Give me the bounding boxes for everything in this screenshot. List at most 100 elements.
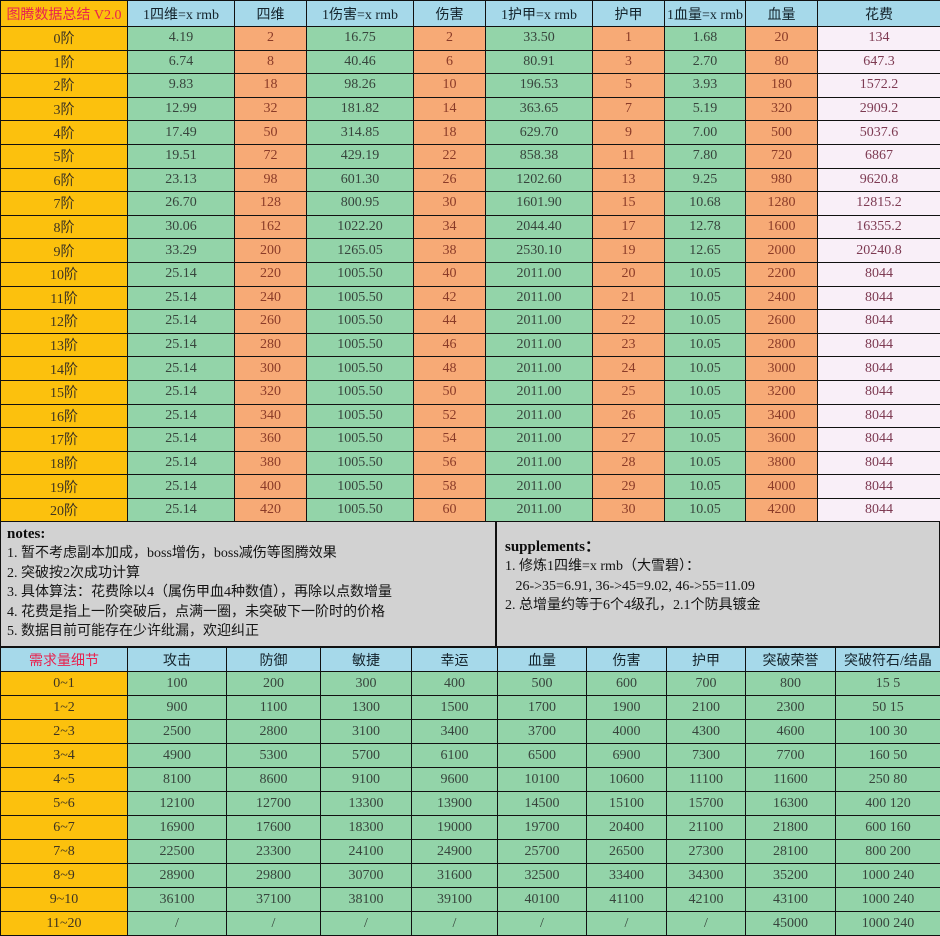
demand-cell: 28100: [745, 839, 836, 864]
totem-cell: 2400: [745, 285, 818, 311]
demand-cell: 9100: [320, 767, 412, 792]
totem-cell: 23: [592, 332, 665, 358]
demand-cell: 8100: [127, 767, 227, 792]
demand-cell: 31600: [411, 863, 498, 888]
demand-row: 2~3 2500 2800 3100 3400 3700 4000 4300 4600 100 3…: [0, 719, 940, 744]
demand-row-label: 7~8: [0, 839, 128, 864]
demand-header-row: 需求量细节 攻击 防御 敏捷 幸运 血量 伤害 护甲 突破荣誉 突破符石/结晶: [0, 647, 940, 672]
totem-cell: 14: [413, 96, 486, 122]
totem-row: 11阶 25.14 240 1005.50 42 2011.00 21 10.05 2400 80…: [0, 285, 940, 311]
demand-cell: 11600: [745, 767, 836, 792]
demand-column-header: 护甲: [666, 647, 746, 672]
demand-row-label: 9~10: [0, 887, 128, 912]
totem-cell: 2011.00: [485, 403, 593, 429]
demand-cell: 1500: [411, 695, 498, 720]
demand-row-label: 0~1: [0, 671, 128, 696]
totem-cell: 1005.50: [306, 332, 414, 358]
totem-cell: 9.25: [664, 167, 746, 193]
totem-cell: 50: [413, 379, 486, 405]
demand-cell: 400: [411, 671, 498, 696]
demand-cell: 3700: [497, 719, 587, 744]
totem-column-header: 血量: [745, 0, 818, 27]
totem-cell: 15: [592, 191, 665, 216]
demand-cell: 900: [127, 695, 227, 720]
supplement-line: 1. 修炼1四维=x rmb（大雪碧）：: [505, 559, 700, 575]
totem-cell: 8044: [817, 356, 940, 381]
totem-cell: 340: [234, 403, 307, 429]
demand-cell: 19000: [411, 815, 498, 840]
demand-cell: 21800: [745, 815, 836, 840]
demand-cell: 24100: [320, 839, 412, 864]
demand-row: 3~4 4900 5300 5700 6100 6500 6900 7300 7700 160 5…: [0, 743, 940, 768]
demand-row: 8~9 28900 29800 30700 31600 32500 33400 34300 35…: [0, 863, 940, 888]
demand-cell: 12700: [226, 791, 321, 816]
totem-cell: 10.05: [664, 450, 746, 476]
totem-row: 19阶 25.14 400 1005.50 58 2011.00 29 10.05 4000 80…: [0, 474, 940, 499]
totem-row-label: 18阶: [0, 450, 128, 476]
totem-row-label: 7阶: [0, 191, 128, 216]
demand-cell: 4600: [745, 719, 836, 744]
demand-cell: 40100: [497, 887, 587, 912]
totem-row-label: 10阶: [0, 261, 128, 287]
demand-cell: 1100: [226, 695, 321, 720]
totem-cell: 8044: [817, 261, 940, 287]
totem-cell: 1: [592, 26, 665, 51]
totem-cell: 25.14: [127, 497, 235, 523]
notes-heading: notes:: [7, 526, 46, 543]
totem-cell: 2011.00: [485, 497, 593, 523]
totem-cell: 10: [413, 73, 486, 98]
demand-cell: 500: [497, 671, 587, 696]
demand-cell: 11100: [666, 767, 746, 792]
totem-cell: 1005.50: [306, 497, 414, 523]
demand-cell: 2300: [745, 695, 836, 720]
totem-cell: 54: [413, 427, 486, 452]
totem-cell: 720: [745, 143, 818, 169]
totem-row: 18阶 25.14 380 1005.50 56 2011.00 28 10.05 3800 80…: [0, 450, 940, 476]
totem-cell: 162: [234, 214, 307, 240]
demand-cell: 3400: [411, 719, 498, 744]
totem-cell: 10.68: [664, 191, 746, 216]
totem-cell: 1022.20: [306, 214, 414, 240]
totem-cell: 25.14: [127, 474, 235, 499]
totem-cell: 32: [234, 96, 307, 122]
supplement-line: 26->35=6.91, 36->45=9.02, 46->55=11.09: [505, 578, 755, 594]
demand-cell: 800 200: [835, 839, 940, 864]
totem-cell: 2000: [745, 238, 818, 263]
totem-column-header: 1护甲=x rmb: [485, 0, 593, 27]
supplement-line: 2. 总增量约等于6个4级孔，2.1个防具镀金: [505, 598, 761, 614]
totem-cell: 4000: [745, 474, 818, 499]
demand-column-header: 突破符石/结晶: [835, 647, 940, 672]
totem-row-label: 1阶: [0, 49, 128, 75]
totem-cell: 360: [234, 427, 307, 452]
totem-cell: 1005.50: [306, 356, 414, 381]
totem-cell: 9.83: [127, 73, 235, 98]
totem-cell: 1005.50: [306, 261, 414, 287]
totem-cell: 28: [592, 450, 665, 476]
demand-cell: 600 160: [835, 815, 940, 840]
demand-cell: 6500: [497, 743, 587, 768]
totem-cell: 10.05: [664, 261, 746, 287]
totem-cell: 58: [413, 474, 486, 499]
totem-row: 15阶 25.14 320 1005.50 50 2011.00 25 10.05 3200 80…: [0, 379, 940, 405]
totem-cell: 8044: [817, 379, 940, 405]
totem-cell: 320: [234, 379, 307, 405]
totem-cell: 30.06: [127, 214, 235, 240]
demand-cell: 5300: [226, 743, 321, 768]
totem-cell: 2800: [745, 332, 818, 358]
demand-cell: 41100: [586, 887, 667, 912]
totem-cell: 500: [745, 120, 818, 145]
demand-cell: 45000: [745, 911, 836, 936]
totem-row-label: 13阶: [0, 332, 128, 358]
totem-cell: 24: [592, 356, 665, 381]
demand-column-header: 防御: [226, 647, 321, 672]
totem-column-header: 1伤害=x rmb: [306, 0, 414, 27]
totem-row-label: 20阶: [0, 497, 128, 523]
notes-lines: 1. 暂不考虑副本加成，boss增伤，boss减伤等图腾效果 2. 突破按2次成功…: [7, 544, 489, 642]
totem-cell: 2044.40: [485, 214, 593, 240]
totem-cell: 3600: [745, 427, 818, 452]
totem-cell: 56: [413, 450, 486, 476]
totem-row: 7阶 26.70 128 800.95 30 1601.90 15 10.68 1280 1281…: [0, 191, 940, 216]
totem-cell: 1005.50: [306, 285, 414, 311]
totem-cell: 29: [592, 474, 665, 499]
demand-cell: 1000 240: [835, 911, 940, 936]
